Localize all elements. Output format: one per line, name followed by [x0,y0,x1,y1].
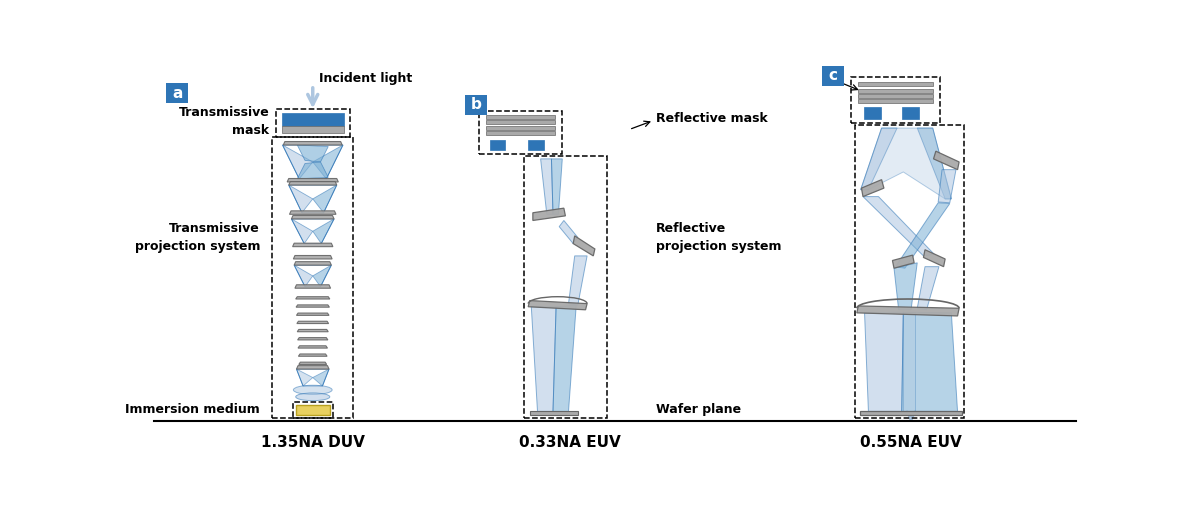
Polygon shape [938,169,956,203]
FancyBboxPatch shape [282,114,343,126]
Text: Incident light: Incident light [319,72,413,86]
Polygon shape [893,255,914,268]
FancyBboxPatch shape [486,131,554,135]
Polygon shape [296,321,329,324]
Text: Wafer plane: Wafer plane [656,403,742,416]
Polygon shape [313,185,337,213]
Polygon shape [296,313,329,316]
Polygon shape [289,182,337,185]
Polygon shape [860,128,952,199]
Text: Transmissive
projection system: Transmissive projection system [134,222,260,253]
FancyBboxPatch shape [864,107,881,119]
Polygon shape [293,243,332,247]
Polygon shape [857,306,959,316]
Polygon shape [917,267,938,310]
Polygon shape [289,211,336,214]
Polygon shape [296,305,330,307]
Ellipse shape [293,385,332,394]
Polygon shape [296,369,313,386]
Polygon shape [298,337,328,340]
Polygon shape [864,312,904,411]
Polygon shape [917,128,952,199]
Polygon shape [292,215,334,219]
FancyBboxPatch shape [858,89,932,93]
FancyBboxPatch shape [858,94,932,98]
Polygon shape [294,262,331,265]
Polygon shape [552,159,563,214]
Polygon shape [860,128,898,190]
FancyBboxPatch shape [822,66,844,86]
Text: Transmissive
mask: Transmissive mask [179,106,269,137]
Polygon shape [298,329,329,332]
FancyBboxPatch shape [282,126,343,133]
Polygon shape [863,196,935,256]
Polygon shape [295,285,330,288]
FancyBboxPatch shape [466,95,487,115]
Polygon shape [924,250,946,267]
Ellipse shape [295,393,330,401]
Polygon shape [287,179,338,182]
FancyBboxPatch shape [167,83,188,103]
Polygon shape [574,236,595,256]
Polygon shape [934,151,959,169]
Polygon shape [298,162,329,179]
Polygon shape [282,145,313,179]
Polygon shape [313,369,329,386]
Polygon shape [299,362,326,364]
Polygon shape [298,346,328,348]
FancyBboxPatch shape [295,405,330,415]
Polygon shape [901,312,958,411]
Polygon shape [553,305,576,411]
Text: Immersion medium: Immersion medium [125,403,260,416]
Text: 0.55NA EUV: 0.55NA EUV [860,435,962,450]
Text: Reflective mask: Reflective mask [656,111,768,125]
Polygon shape [283,142,342,145]
FancyBboxPatch shape [490,139,505,150]
Text: c: c [828,68,838,83]
Polygon shape [541,159,553,214]
FancyBboxPatch shape [901,107,919,119]
Polygon shape [862,180,884,196]
Polygon shape [295,297,330,299]
Text: a: a [172,86,182,101]
Text: b: b [470,97,481,112]
FancyBboxPatch shape [860,411,962,415]
FancyBboxPatch shape [858,82,932,87]
Polygon shape [569,256,587,305]
Polygon shape [313,265,331,287]
Text: 1.35NA DUV: 1.35NA DUV [260,435,365,450]
Polygon shape [299,354,328,356]
Polygon shape [313,145,343,179]
FancyBboxPatch shape [486,120,554,124]
FancyBboxPatch shape [486,126,554,130]
Polygon shape [532,307,556,411]
Polygon shape [904,312,914,411]
Polygon shape [289,185,313,213]
Polygon shape [294,265,313,287]
FancyBboxPatch shape [528,139,544,150]
Polygon shape [528,300,587,310]
Polygon shape [313,219,334,244]
FancyBboxPatch shape [486,115,554,119]
Polygon shape [293,256,332,259]
Text: Reflective
projection system: Reflective projection system [656,222,781,253]
Text: 0.33NA EUV: 0.33NA EUV [520,435,620,450]
FancyBboxPatch shape [858,99,932,103]
FancyBboxPatch shape [529,411,578,415]
Polygon shape [894,263,917,310]
Polygon shape [559,220,578,244]
Polygon shape [292,219,313,244]
Polygon shape [296,365,329,369]
Polygon shape [895,203,950,268]
Polygon shape [298,145,329,162]
Polygon shape [533,208,565,220]
